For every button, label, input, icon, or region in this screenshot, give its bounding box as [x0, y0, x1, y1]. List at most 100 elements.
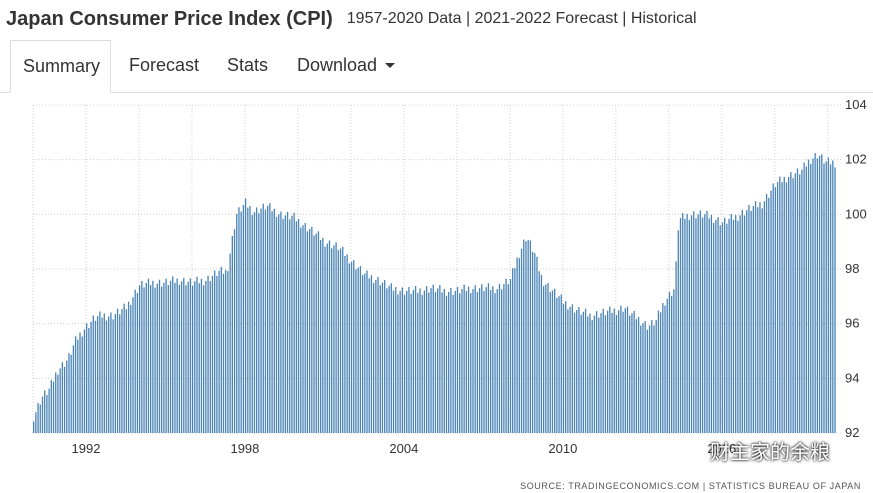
cpi-bar: [297, 219, 300, 433]
cpi-bar: [205, 280, 207, 433]
cpi-bar: [214, 270, 216, 433]
x-tick-label: 2016: [707, 441, 736, 456]
cpi-bar: [540, 274, 543, 433]
tab-summary[interactable]: Summary: [10, 40, 111, 93]
cpi-bar: [467, 286, 470, 433]
chart-source[interactable]: SOURCE: TRADINGECONOMICS.COM | STATISTIC…: [520, 481, 861, 491]
cpi-bar: [754, 201, 757, 433]
cpi-bar: [657, 310, 660, 433]
cpi-bar: [712, 222, 715, 433]
tab-bar: Summary Forecast Stats Download: [0, 40, 873, 93]
cpi-bar: [99, 311, 101, 433]
cpi-bar: [783, 176, 785, 433]
cpi-bar: [68, 353, 70, 433]
cpi-bar: [576, 310, 578, 433]
cpi-bar: [61, 362, 64, 433]
cpi-bar: [796, 168, 799, 434]
cpi-bar: [487, 283, 490, 433]
cpi-bar: [253, 212, 256, 433]
cpi-bar: [587, 316, 589, 433]
cpi-bar: [450, 287, 452, 433]
cpi-bar: [264, 209, 267, 433]
cpi-bar: [655, 319, 657, 433]
cpi-chart: 92 94 96 98 100 102 104 1992 1998 2004 2010 2016: [32, 97, 867, 456]
cpi-bar: [324, 246, 326, 433]
cpi-bar: [39, 404, 41, 433]
y-tick-label: 104: [845, 97, 867, 112]
page-subtitle[interactable]: 1957-2020 Data | 2021-2022 Forecast | Hi…: [346, 10, 697, 27]
cpi-bar: [739, 215, 741, 433]
cpi-bar: [90, 321, 92, 433]
cpi-bar: [361, 275, 364, 433]
cpi-bar: [606, 310, 609, 433]
cpi-bar: [430, 288, 432, 433]
cpi-bar: [379, 285, 381, 433]
cpi-bar: [704, 214, 706, 433]
cpi-bar: [247, 207, 249, 433]
cpi-bar: [662, 303, 664, 433]
cpi-bar: [547, 282, 549, 433]
cpi-bar: [757, 207, 759, 433]
tab-download-label: Download: [297, 55, 378, 75]
cpi-bar: [569, 306, 571, 433]
cpi-bar: [227, 271, 229, 433]
cpi-bar: [633, 310, 635, 433]
cpi-bar: [315, 233, 317, 433]
cpi-bar: [103, 313, 105, 433]
y-tick-label: 92: [845, 425, 859, 440]
cpi-bar: [807, 159, 810, 434]
cpi-bar: [194, 281, 196, 433]
tab-forecast[interactable]: Forecast: [117, 40, 211, 91]
cpi-bar: [518, 258, 520, 433]
tab-stats[interactable]: Stats: [215, 40, 280, 91]
cpi-bar: [271, 211, 273, 433]
cpi-bar: [659, 312, 662, 433]
tab-download[interactable]: Download: [285, 40, 407, 91]
cpi-bar: [85, 323, 88, 433]
cpi-bar: [52, 381, 55, 433]
cpi-bar: [827, 157, 830, 434]
cpi-bar: [774, 187, 777, 433]
cpi-bar: [706, 210, 708, 433]
cpi-bar: [602, 308, 604, 433]
cpi-bar: [308, 229, 311, 433]
cpi-bar: [637, 316, 640, 433]
cpi-bar: [640, 325, 642, 433]
cpi-bar: [620, 305, 622, 433]
cpi-bar: [300, 227, 302, 433]
cpi-bar: [121, 309, 123, 433]
cpi-bar: [141, 281, 143, 433]
cpi-bar: [200, 278, 203, 433]
cpi-bar: [545, 284, 547, 433]
cpi-bar: [472, 289, 474, 433]
cpi-bar: [328, 240, 331, 433]
cpi-bar: [317, 231, 320, 433]
cpi-bar: [406, 290, 408, 433]
cpi-bar: [198, 283, 200, 433]
cpi-bar: [765, 194, 768, 433]
cpi-bar: [595, 311, 598, 433]
watermark: 财主家的余粮: [678, 436, 830, 465]
cpi-bar: [613, 308, 615, 433]
x-tick-label: 2004: [389, 441, 418, 456]
cpi-bar: [644, 321, 646, 433]
cpi-bar: [267, 205, 269, 433]
cpi-bar: [474, 285, 476, 433]
cpi-bar: [304, 222, 306, 433]
tab-stats-label: Stats: [227, 55, 269, 75]
cpi-bar: [401, 287, 403, 433]
cpi-bar: [225, 269, 227, 433]
cpi-bar: [790, 172, 792, 433]
cpi-bar: [752, 206, 755, 433]
cpi-bar: [176, 278, 178, 433]
cpi-bar: [390, 283, 392, 433]
cpi-bar: [311, 226, 313, 433]
y-tick-label: 96: [845, 316, 859, 331]
cpi-bar: [110, 312, 112, 433]
cpi-bar: [770, 190, 772, 433]
cpi-bar: [600, 313, 602, 433]
cpi-bar: [565, 301, 567, 433]
cpi-bar: [648, 325, 651, 433]
cpi-bar: [372, 283, 375, 433]
cpi-bar: [653, 325, 655, 433]
